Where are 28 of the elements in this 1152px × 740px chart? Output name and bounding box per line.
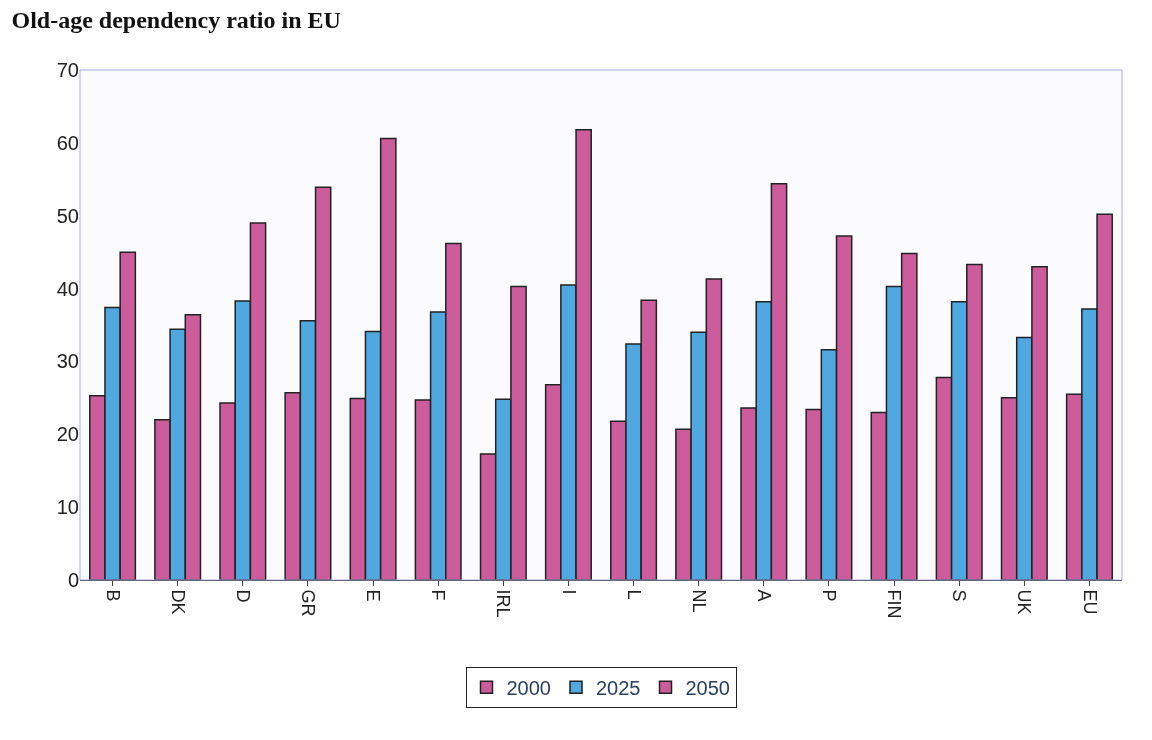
x-tick-label: E	[363, 589, 384, 602]
y-tick-label: 70	[56, 59, 79, 81]
legend-label: 2050	[685, 677, 730, 699]
x-tick-label: DK	[167, 589, 188, 615]
y-tick-label: 50	[56, 204, 79, 227]
x-tick-label: B	[102, 589, 123, 602]
chart-title: Old-age dependency ratio in EU	[11, 6, 341, 33]
x-tick-label: EU	[1079, 589, 1100, 615]
x-tick-label: P	[819, 589, 840, 602]
x-tick-label: UK	[1014, 589, 1035, 615]
legend-label: 2000	[506, 677, 551, 699]
x-tick-label: L	[623, 589, 644, 600]
x-tick-label: F	[428, 589, 449, 601]
x-tick-label: IRL	[493, 589, 514, 618]
x-tick-label: NL	[688, 589, 709, 613]
legend-label: 2025	[596, 677, 641, 699]
y-tick-label: 60	[56, 131, 79, 154]
x-tick-label: I	[558, 589, 579, 595]
y-tick-label: 30	[56, 350, 79, 373]
y-tick-label: 40	[56, 277, 79, 300]
y-tick-label: 0	[67, 569, 79, 591]
y-tick-label: 10	[56, 496, 79, 519]
y-tick-label: 20	[56, 423, 79, 446]
x-tick-label: A	[753, 589, 774, 602]
x-tick-label: FIN	[884, 589, 905, 619]
x-tick-label: S	[949, 589, 970, 602]
x-tick-label: D	[232, 589, 253, 603]
x-tick-label: GR	[298, 589, 319, 617]
